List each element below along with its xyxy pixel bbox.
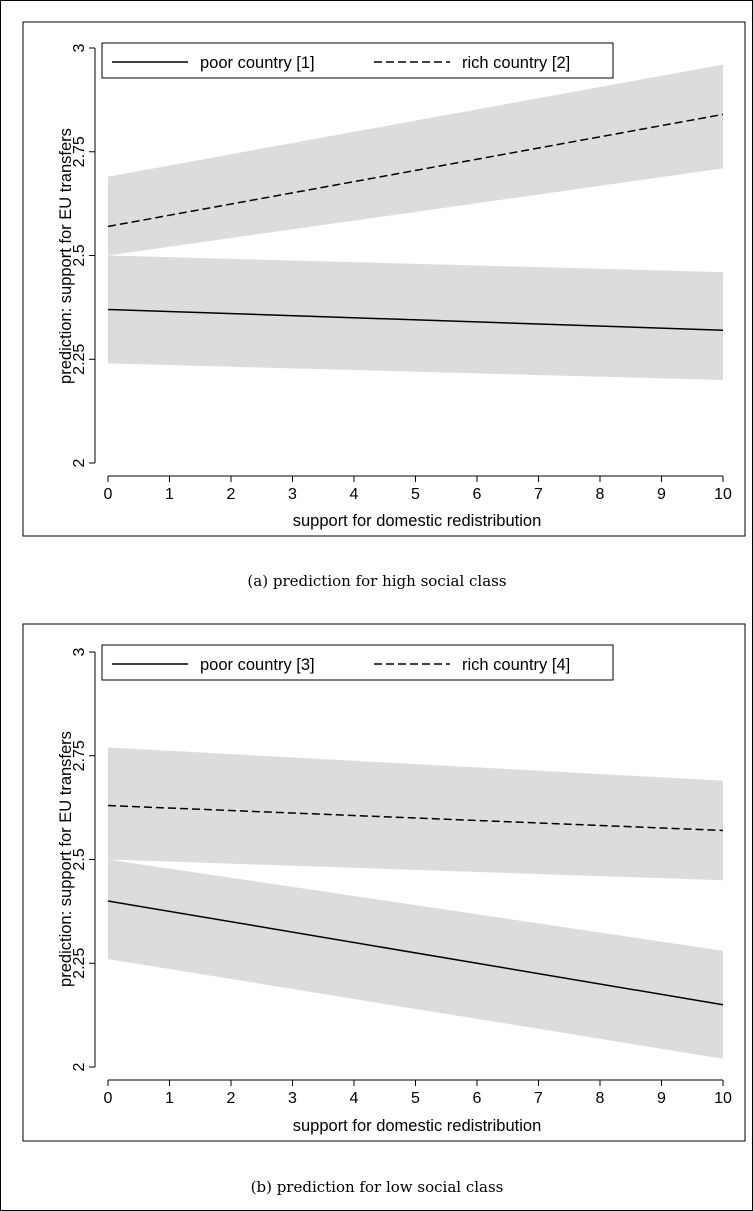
confidence-bands <box>108 64 723 380</box>
x-tick-label: 0 <box>104 486 113 503</box>
legend-label-series-1: poor country [1] <box>200 54 315 72</box>
x-tick-label: 10 <box>714 1090 732 1107</box>
panel-low-social-class: 0 1 2 3 4 5 6 7 8 9 10 2 2.25 2.5 2.75 3 poor country [… <box>22 623 746 1196</box>
series-lines <box>107 804 724 1006</box>
x-tick-label: 7 <box>534 1090 543 1107</box>
y-tick-label: 2.5 <box>71 244 88 266</box>
legend-label-series-1: poor country [3] <box>200 656 315 674</box>
axes: 0 1 2 3 4 5 6 7 8 9 10 2 2.25 2.5 2.75 3 <box>71 43 732 503</box>
y-axis-label: prediction: support for EU transfers <box>57 731 75 987</box>
ci-band-series-2 <box>108 747 723 881</box>
axes: 0 1 2 3 4 5 6 7 8 9 10 2 2.25 2.5 2.75 3 <box>71 647 732 1107</box>
x-tick-label: 6 <box>473 486 482 503</box>
ci-band-series-1 <box>108 255 723 380</box>
y-tick-label: 2 <box>71 1062 88 1071</box>
series-lines <box>107 113 724 331</box>
y-tick-label: 2.5 <box>71 848 88 870</box>
legend: poor country [1] rich country [2] <box>101 42 614 79</box>
caption: (a) prediction for high social class <box>247 572 506 590</box>
x-tick-label: 8 <box>596 486 605 503</box>
x-tick-label: 7 <box>534 486 543 503</box>
legend: poor country [3] rich country [4] <box>101 644 614 681</box>
ci-band-series-2 <box>108 64 723 256</box>
panel-high-social-class: 0 1 2 3 4 5 6 7 8 9 10 2 2.25 2.5 2.75 3 poor country [… <box>22 21 746 590</box>
legend-box <box>101 644 614 681</box>
x-tick-label: 9 <box>657 486 666 503</box>
x-tick-label: 1 <box>165 486 174 503</box>
x-tick-label: 10 <box>714 486 732 503</box>
legend-label-series-2: rich country [2] <box>462 54 570 72</box>
x-tick-label: 2 <box>227 1090 236 1107</box>
x-tick-label: 9 <box>657 1090 666 1107</box>
y-tick-label: 2.75 <box>71 136 88 167</box>
x-tick-label: 2 <box>227 486 236 503</box>
y-tick-label: 3 <box>71 647 88 656</box>
line-series-2 <box>107 113 724 228</box>
x-tick-label: 5 <box>411 486 420 503</box>
y-tick-label: 2 <box>71 458 88 467</box>
x-tick-label: 8 <box>596 1090 605 1107</box>
legend-box <box>101 42 614 79</box>
y-tick-label: 3 <box>71 43 88 52</box>
x-tick-label: 5 <box>411 1090 420 1107</box>
x-axis-label: support for domestic redistribution <box>293 512 542 530</box>
confidence-bands <box>108 747 723 1059</box>
x-tick-label: 0 <box>104 1090 113 1107</box>
x-axis-label: support for domestic redistribution <box>293 1117 542 1135</box>
legend-label-series-2: rich country [4] <box>462 656 570 674</box>
y-tick-label: 2.25 <box>71 344 88 375</box>
line-series-2 <box>107 804 724 832</box>
caption: (b) prediction for low social class <box>251 1178 504 1196</box>
ci-band-series-1 <box>108 859 723 1059</box>
line-series-1 <box>107 308 724 331</box>
y-tick-label: 2.25 <box>71 948 88 979</box>
line-series-1 <box>107 900 724 1006</box>
x-tick-label: 1 <box>165 1090 174 1107</box>
x-tick-label: 6 <box>473 1090 482 1107</box>
x-tick-label: 4 <box>350 1090 359 1107</box>
x-tick-label: 4 <box>350 486 359 503</box>
x-tick-label: 3 <box>288 486 297 503</box>
x-tick-label: 3 <box>288 1090 297 1107</box>
y-axis-label: prediction: support for EU transfers <box>57 128 75 384</box>
y-tick-label: 2.75 <box>71 740 88 771</box>
